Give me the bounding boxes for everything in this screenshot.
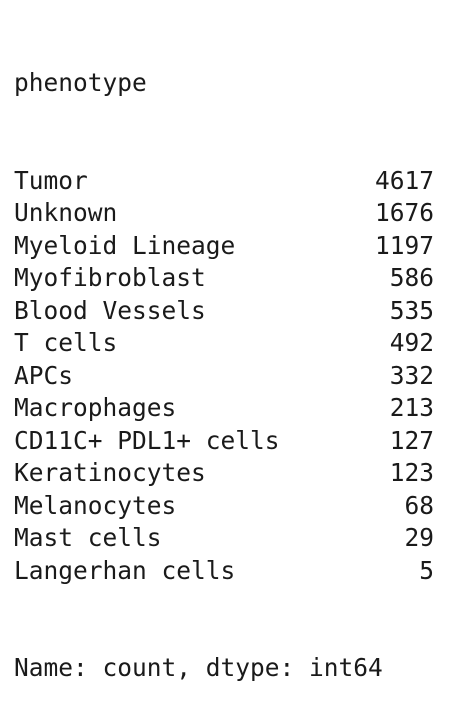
row-value: 213	[389, 393, 434, 422]
row-label: Macrophages	[14, 393, 177, 422]
series-row: Mast cells 29	[14, 522, 434, 555]
series-row: Langerhan cells 5	[14, 555, 434, 588]
row-label: Mast cells	[14, 523, 162, 552]
row-label: Blood Vessels	[14, 295, 206, 325]
row-label: Keratinocytes	[14, 458, 206, 487]
row-value: 4617	[374, 165, 434, 195]
row-label: T cells	[14, 328, 118, 357]
row-label: Myeloid Lineage	[14, 230, 236, 260]
series-rows: Tumor 4617 Unknown 1676 Myeloid Lineage 1197 M…	[14, 165, 434, 588]
row-label: APCs	[14, 360, 74, 390]
row-value: 29	[404, 523, 434, 552]
series-row: CD11C+ PDL1+ cells 127	[14, 425, 434, 458]
index-name: phenotype	[14, 68, 147, 97]
series-row: Myeloid Lineage 1197	[14, 230, 434, 263]
row-value: 1197	[374, 230, 434, 260]
series-output: phenotype Tumor 4617 Unknown 1676 Myeloid Li…	[14, 2, 434, 717]
series-row: Keratinocytes 123	[14, 457, 434, 490]
row-label: Langerhan cells	[14, 555, 236, 585]
series-footer: Name: count, dtype: int64	[14, 653, 383, 682]
row-value: 332	[389, 360, 434, 390]
series-row: Unknown 1676	[14, 197, 434, 230]
series-row: APCs 332	[14, 360, 434, 393]
row-label: Tumor	[14, 165, 88, 195]
series-row: Tumor 4617	[14, 165, 434, 198]
series-row: Myofibroblast 586	[14, 262, 434, 295]
row-value: 1676	[374, 198, 434, 227]
row-value: 535	[389, 295, 434, 325]
series-row: Macrophages 213	[14, 392, 434, 425]
row-label: CD11C+ PDL1+ cells	[14, 425, 280, 455]
row-value: 586	[389, 263, 434, 292]
series-row: T cells 492	[14, 327, 434, 360]
row-label: Unknown	[14, 198, 118, 227]
row-value: 123	[389, 458, 434, 487]
series-row: Blood Vessels 535	[14, 295, 434, 328]
row-label: Myofibroblast	[14, 263, 206, 292]
row-value: 5	[419, 555, 434, 585]
row-value: 492	[389, 328, 434, 357]
row-value: 127	[389, 425, 434, 455]
